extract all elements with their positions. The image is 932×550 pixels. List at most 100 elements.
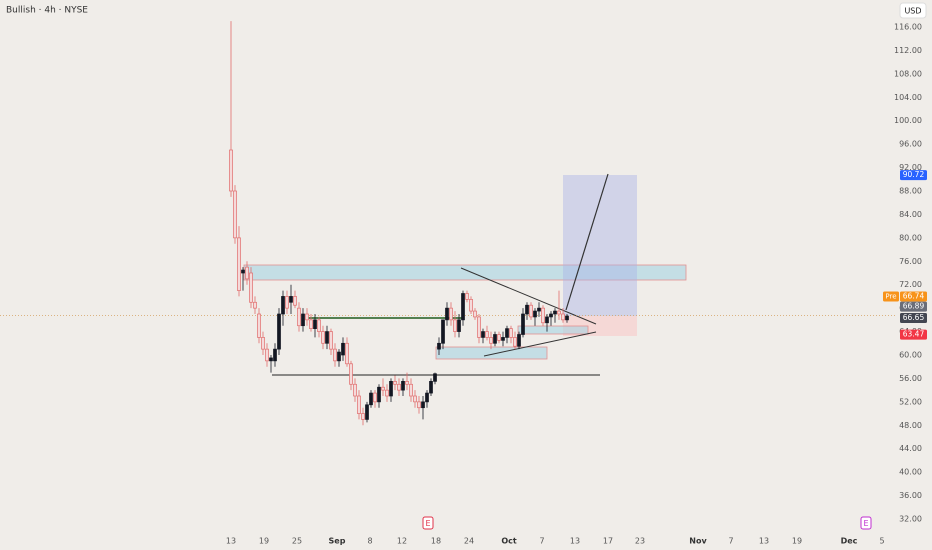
candle-body [253, 301, 257, 309]
candle-body [497, 334, 501, 341]
candle-body [433, 373, 437, 382]
candle-body [381, 386, 385, 391]
candle-body [325, 331, 329, 344]
price-badge-bg [900, 301, 927, 312]
x-tick-label: 25 [292, 537, 302, 546]
candle-body [517, 334, 521, 347]
candle-body [229, 149, 233, 192]
y-tick-label: 80.00 [899, 233, 922, 242]
candle-body [445, 307, 449, 321]
price-badge-label: 66.65 [903, 313, 925, 322]
candle-body [405, 381, 409, 385]
price-badge: 66.65 [900, 313, 927, 324]
x-tick-label: 7 [728, 537, 733, 546]
y-tick-label: 116.00 [894, 23, 922, 32]
price-badge-bg [900, 313, 927, 324]
candle-body [521, 313, 525, 335]
candle-body [401, 381, 405, 391]
price-badge-bg [900, 170, 927, 181]
candle-body [541, 307, 545, 324]
x-tick-label: 13 [226, 537, 236, 546]
candle-body [313, 319, 317, 329]
x-tick-label: Nov [689, 537, 707, 546]
candle-body [429, 381, 433, 394]
x-tick-label: 18 [431, 537, 441, 546]
candle-body [353, 383, 357, 397]
candle-body [241, 269, 245, 274]
y-tick-label: 84.00 [899, 210, 922, 219]
price-badge-label: 90.72 [903, 170, 925, 179]
candle-body [321, 331, 325, 344]
price-badge-bg [900, 329, 927, 340]
candle-body [477, 316, 481, 338]
candle-body [553, 310, 557, 315]
y-tick-label: 76.00 [899, 257, 922, 266]
candle-body [449, 307, 453, 321]
candle-body [273, 348, 277, 362]
candle-body [453, 319, 457, 332]
candle-body [289, 296, 293, 303]
candle-body [489, 337, 493, 344]
price-badge: 63.47 [900, 329, 927, 340]
candle-body [533, 310, 537, 318]
y-tick-label: 108.00 [894, 69, 922, 78]
candle-body [265, 348, 269, 362]
currency[interactable]: USD [904, 7, 921, 16]
candle-body [529, 304, 533, 318]
candle-body [441, 319, 445, 344]
candle-body [237, 237, 241, 291]
event-label: E [863, 519, 868, 528]
candle-body [425, 392, 429, 403]
x-tick-label: 13 [570, 537, 580, 546]
candle-body [389, 381, 393, 397]
y-tick-label: 52.00 [899, 397, 922, 406]
candle-body [509, 328, 513, 338]
candle-body [245, 266, 249, 280]
candle-body [369, 392, 373, 406]
candle-body [421, 401, 425, 409]
candle-body [513, 337, 517, 347]
x-tick-label: 24 [464, 537, 474, 546]
y-tick-label: 44.00 [899, 444, 922, 453]
drawings [243, 173, 687, 376]
candle-body [545, 316, 549, 324]
candle-body [361, 413, 365, 420]
candle-body [293, 296, 297, 306]
candle-body [565, 315, 569, 321]
x-tick-label: 7 [539, 537, 544, 546]
candle-body [397, 383, 401, 391]
x-tick-label: 13 [759, 537, 769, 546]
x-tick-label: 17 [603, 537, 613, 546]
y-tick-label: 40.00 [899, 468, 922, 477]
price-tag: Pre [885, 293, 896, 301]
candle-body [269, 357, 273, 362]
candle-body [357, 395, 361, 414]
candle-body [469, 299, 473, 312]
x-tick-label: 8 [367, 537, 372, 546]
y-tick-label: 92.00 [899, 163, 922, 172]
candle-body [461, 293, 465, 321]
price-badge-label: 66.74 [903, 292, 925, 301]
x-tick-label: 12 [397, 537, 407, 546]
y-tick-label: 96.00 [899, 140, 922, 149]
candle-body [377, 386, 381, 403]
x-tick-label: 19 [792, 537, 802, 546]
x-tick-label: Dec [841, 537, 858, 546]
candle-body [417, 401, 421, 409]
event-marker [422, 516, 434, 530]
price-badge: 66.74 Pre [883, 291, 927, 302]
candle-body [465, 293, 469, 300]
currency-button[interactable] [899, 2, 927, 19]
price-tag-bg [883, 291, 899, 302]
candle-body [257, 313, 261, 338]
y-tick-label: 60.00 [899, 351, 922, 360]
candle-body [329, 331, 333, 350]
y-tick-label: 32.00 [899, 515, 922, 524]
candle-body [437, 342, 441, 350]
candle-body [261, 337, 265, 350]
candle-body [345, 342, 349, 365]
y-tick-label: 48.00 [899, 421, 922, 430]
candle-body [485, 331, 489, 338]
candle-body [501, 337, 505, 341]
